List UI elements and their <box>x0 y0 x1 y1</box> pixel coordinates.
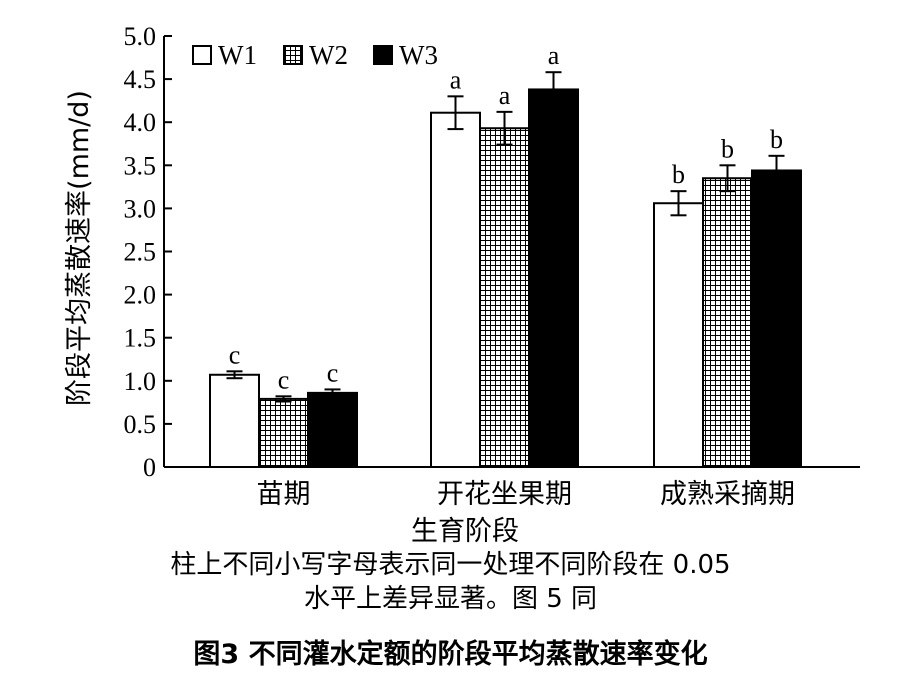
y-tick-label: 3.5 <box>124 151 157 180</box>
error-bar <box>719 164 736 193</box>
x-category-label: 成熟采摘期 <box>660 479 795 510</box>
significance-letter: c <box>327 358 339 387</box>
bar-w1 <box>209 373 260 468</box>
y-tick-label: 1.0 <box>124 367 157 396</box>
figure-note-line-2: 水平上差异显著。图 5 同 <box>303 584 598 614</box>
bar-w2 <box>479 127 530 468</box>
error-bar <box>768 154 785 187</box>
bar-w1 <box>430 111 481 469</box>
significance-letter: b <box>721 134 734 163</box>
bar-w3 <box>307 391 358 469</box>
legend-swatch <box>373 45 393 65</box>
x-category-label: 开花坐果期 <box>437 479 572 510</box>
axes: 0 0.5 1.0 1.5 2.0 2.5 3.0 3.5 4.0 4.5 5.0 苗期 开花坐果期 成熟… <box>124 22 860 510</box>
error-bar <box>670 190 687 217</box>
y-tick-label: 3.0 <box>124 194 157 223</box>
legend-label: W2 <box>309 40 348 70</box>
y-tick-label: 2.0 <box>124 281 157 310</box>
legend-label: W1 <box>218 40 257 70</box>
y-tick-label: 2.5 <box>124 238 157 267</box>
x-category-label: 苗期 <box>257 479 311 510</box>
bar-w2 <box>258 397 309 469</box>
x-axis-label: 生育阶段 <box>411 516 519 545</box>
error-bar <box>275 395 292 403</box>
bar-w1 <box>653 202 704 468</box>
y-tick-label: 4.0 <box>124 108 157 137</box>
legend-item-w2: W2 <box>283 40 348 70</box>
legend-swatch <box>283 45 303 65</box>
significance-letter: a <box>450 65 462 94</box>
bars: c c c a a a b b b <box>209 41 802 469</box>
significance-letter: a <box>499 81 511 110</box>
legend-label: W3 <box>399 40 438 70</box>
significance-letter: a <box>548 41 560 70</box>
legend: W1 W2 W3 <box>192 40 438 70</box>
error-bar <box>496 110 513 146</box>
chart: 0 0.5 1.0 1.5 2.0 2.5 3.0 3.5 4.0 4.5 5.0 苗期 开花坐果期 成熟… <box>64 22 860 547</box>
significance-letter: c <box>229 340 241 369</box>
bar-w2 <box>702 177 753 468</box>
bar-w3 <box>751 169 802 469</box>
error-bar <box>324 388 341 398</box>
y-tick-label: 4.5 <box>124 65 157 94</box>
legend-item-w3: W3 <box>373 40 438 70</box>
y-tick-label: 0.5 <box>124 410 157 439</box>
legend-swatch <box>192 45 212 65</box>
error-bar <box>447 95 464 131</box>
significance-letter: b <box>770 125 783 154</box>
bar-w3 <box>528 88 579 468</box>
y-tick-label: 1.5 <box>124 324 157 353</box>
chart-svg: 0 0.5 1.0 1.5 2.0 2.5 3.0 3.5 4.0 4.5 5.0 苗期 开花坐果期 成熟… <box>64 22 860 547</box>
legend-item-w1: W1 <box>192 40 257 70</box>
error-bar <box>226 370 243 380</box>
y-axis-label: 阶段平均蒸散速率(mm/d) <box>64 90 95 406</box>
y-tick-label: 5.0 <box>124 22 157 51</box>
significance-letter: c <box>278 365 290 394</box>
error-bar <box>545 71 562 108</box>
figure-caption: 图3 不同灌水定额的阶段平均蒸散速率变化 <box>193 639 708 670</box>
figure-note-line-1: 柱上不同小写字母表示同一处理不同阶段在 0.05 <box>170 550 731 580</box>
significance-letter: b <box>672 160 685 189</box>
y-tick-label: 0 <box>143 453 156 482</box>
